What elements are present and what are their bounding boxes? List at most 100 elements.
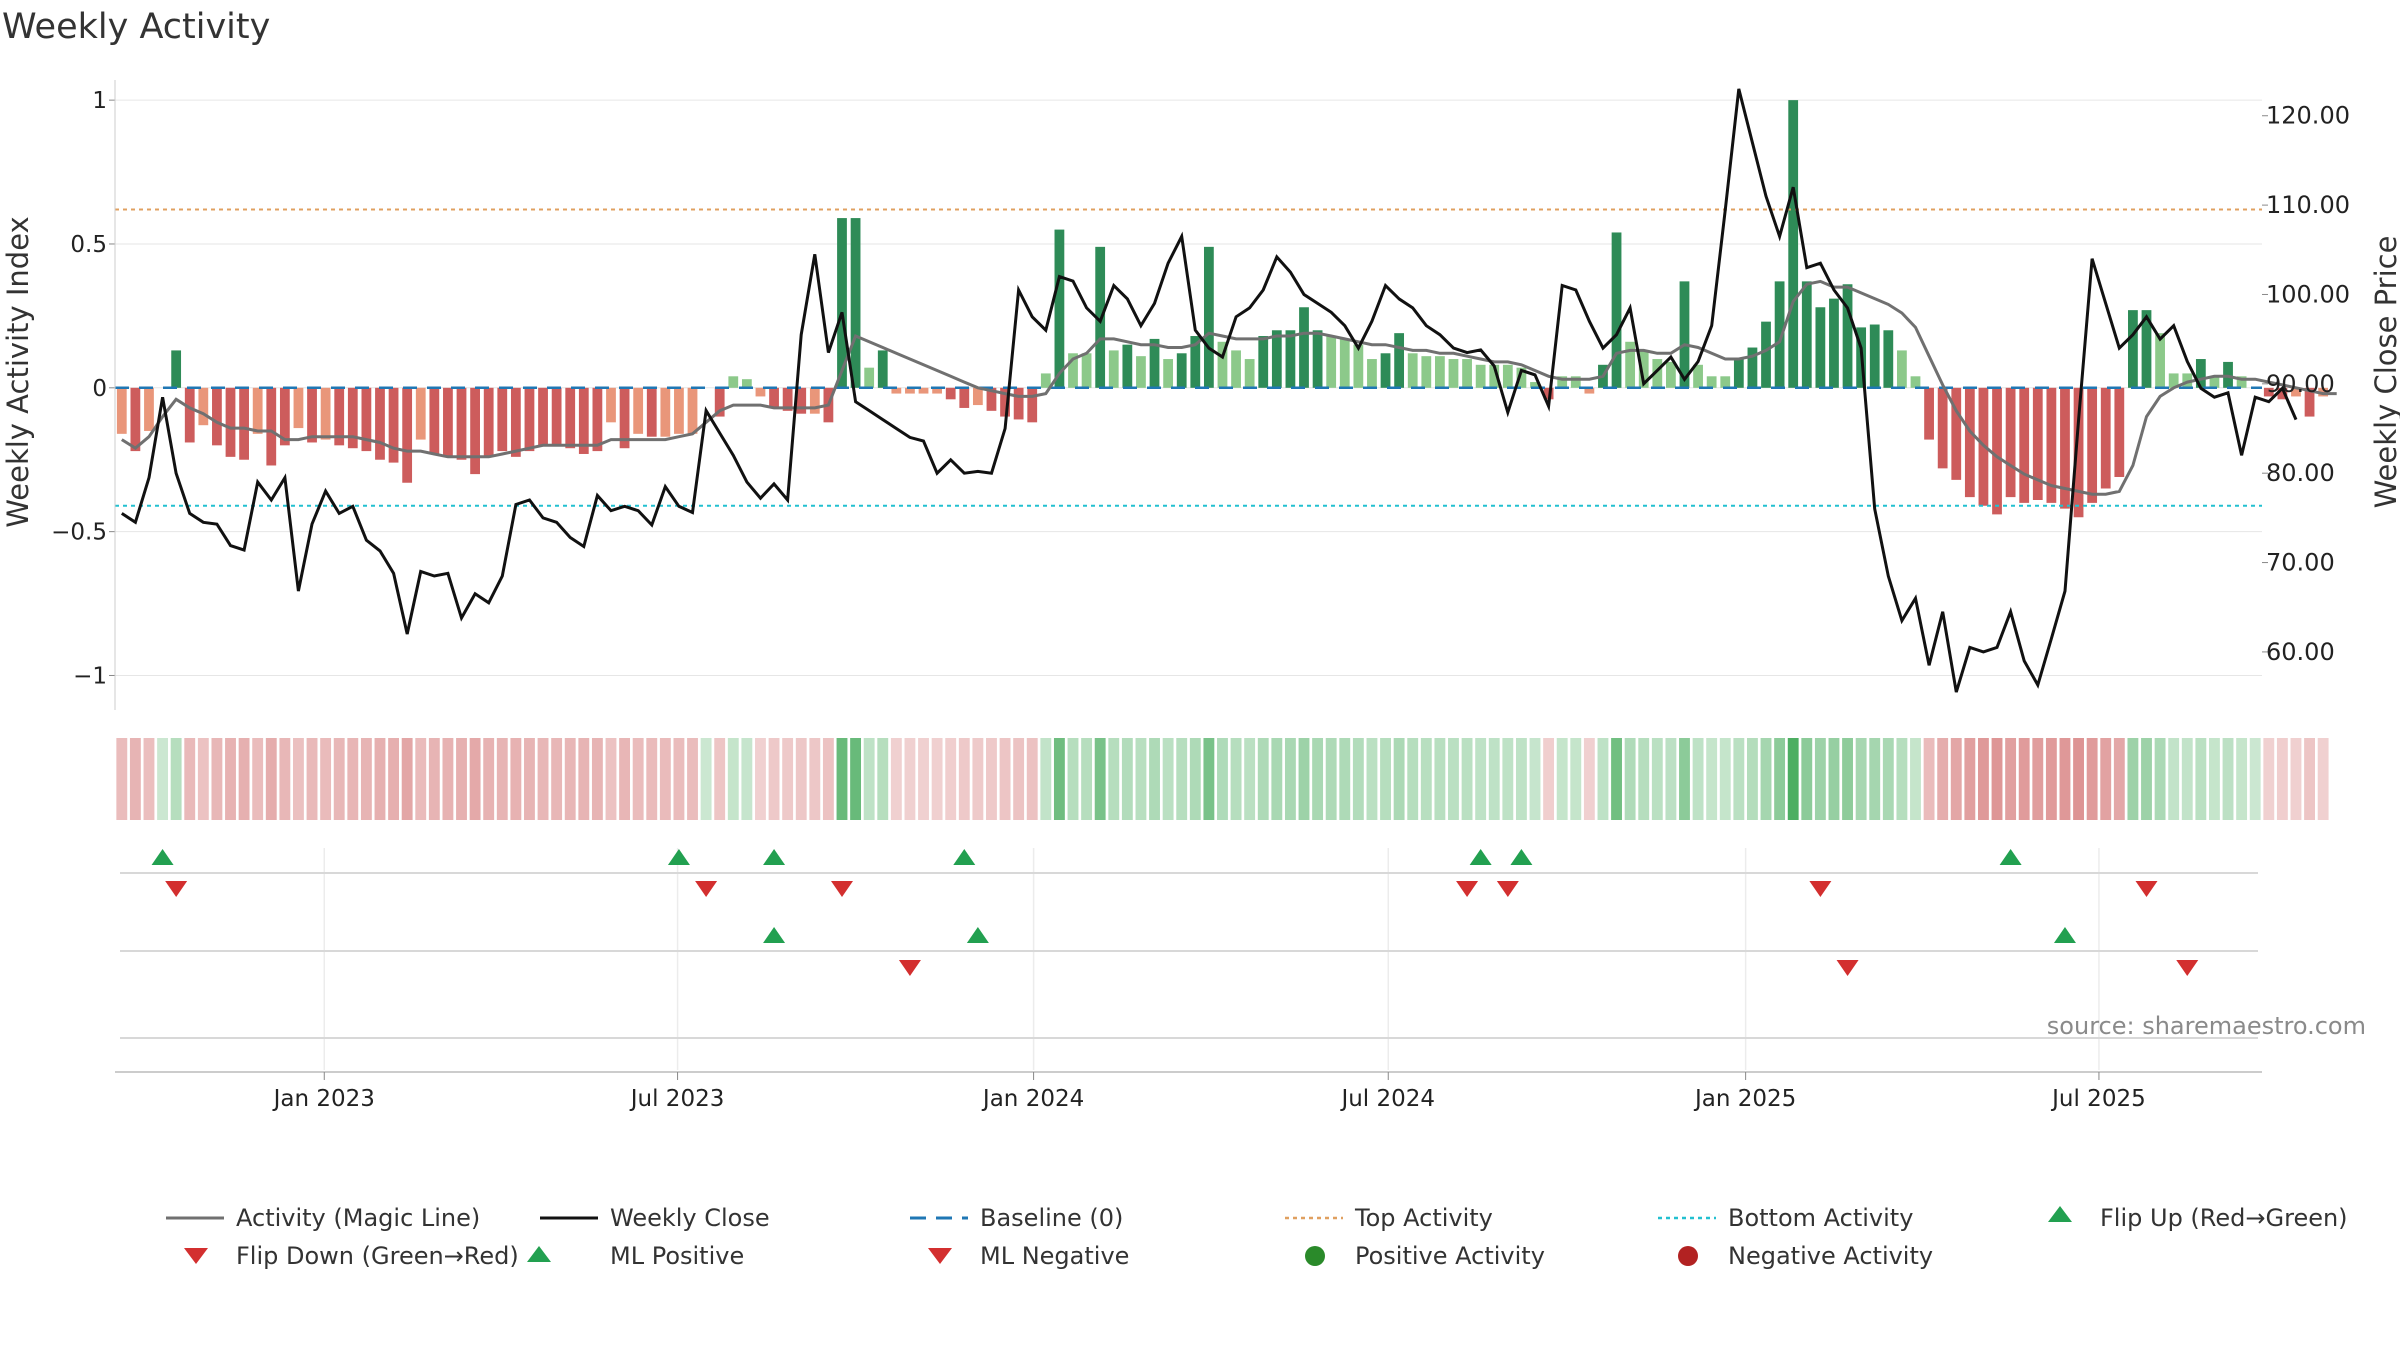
- heat-cell: [2168, 738, 2180, 820]
- activity-bar: [1815, 307, 1826, 388]
- activity-bar: [877, 350, 888, 388]
- activity-bar: [2263, 387, 2274, 397]
- activity-bar: [1883, 330, 1894, 388]
- heat-cell: [1719, 738, 1731, 820]
- flip-up-marker: [1999, 849, 2022, 865]
- legend-label: Activity (Magic Line): [236, 1204, 480, 1232]
- activity-bar: [130, 387, 141, 452]
- right-tick-label: 90.00: [2266, 370, 2335, 398]
- heat-cell: [1543, 738, 1555, 820]
- heat-cell: [428, 738, 440, 820]
- heat-cell: [238, 738, 250, 820]
- heat-cell: [1556, 738, 1568, 820]
- activity-bar: [1584, 387, 1595, 394]
- activity-bar: [782, 387, 793, 411]
- heat-cell: [401, 738, 413, 820]
- activity-bar: [510, 387, 521, 457]
- legend-label: ML Negative: [980, 1242, 1129, 1270]
- heat-cell: [2127, 738, 2139, 820]
- heat-cell: [850, 738, 862, 820]
- heat-cell: [2263, 738, 2275, 820]
- left-tick-label: 1: [92, 88, 107, 114]
- legend-label: Negative Activity: [1728, 1242, 1933, 1270]
- activity-bar: [891, 387, 902, 394]
- activity-bar: [986, 387, 997, 411]
- heat-cell: [2059, 738, 2071, 820]
- activity-bar: [1054, 229, 1065, 388]
- heat-cell: [1923, 738, 1935, 820]
- activity-bar: [171, 350, 182, 388]
- activity-bar: [959, 387, 970, 408]
- activity-bar: [375, 387, 385, 460]
- activity-bar: [674, 387, 684, 434]
- legend-label: Positive Activity: [1355, 1242, 1545, 1270]
- activity-bar: [1869, 324, 1880, 388]
- heat-cell: [483, 738, 495, 820]
- activity-bar: [2277, 387, 2288, 400]
- heat-cell: [1869, 738, 1881, 820]
- activity-bar: [551, 387, 562, 446]
- activity-bar: [1081, 353, 1092, 388]
- left-tick-label: 0: [92, 376, 107, 402]
- heat-cell: [1950, 738, 1962, 820]
- activity-bar: [1475, 364, 1486, 388]
- heat-cell: [456, 738, 467, 820]
- activity-bar: [1258, 336, 1269, 388]
- heat-cell: [768, 738, 780, 820]
- heat-cell: [1448, 738, 1459, 820]
- flip-up-marker: [763, 849, 786, 865]
- flip-up-marker: [953, 849, 976, 865]
- activity-bar: [1380, 353, 1391, 388]
- activity-bar: [578, 387, 589, 454]
- right-tick-label: 80.00: [2266, 459, 2335, 487]
- heat-cell: [782, 738, 794, 820]
- activity-bar: [864, 367, 875, 388]
- heat-cell: [2045, 738, 2057, 820]
- activity-bar: [1040, 373, 1051, 388]
- activity-bar: [2155, 333, 2165, 388]
- heat-cell: [1121, 738, 1133, 820]
- heat-cell: [1189, 738, 1201, 820]
- activity-bar: [2005, 387, 2016, 498]
- heat-cell: [1298, 738, 1310, 820]
- activity-bar: [1992, 387, 2002, 515]
- activity-bar: [755, 387, 766, 397]
- legend-swatch-positive-activity: [1305, 1246, 1325, 1266]
- legend-swatch-flip-down: [184, 1248, 208, 1264]
- activity-bar: [796, 387, 807, 414]
- activity-bar: [443, 387, 453, 457]
- heat-cell: [877, 738, 889, 820]
- heat-cell: [1611, 738, 1622, 820]
- heat-cell: [279, 738, 291, 820]
- activity-bar: [524, 387, 535, 452]
- x-tick-label: Jul 2024: [1339, 1086, 1435, 1112]
- heat-cell: [320, 738, 332, 820]
- heat-cell: [986, 738, 997, 820]
- activity-bar: [279, 387, 290, 446]
- heat-cell: [1352, 738, 1364, 820]
- heat-cell: [755, 738, 766, 820]
- activity-bar: [2209, 376, 2220, 388]
- activity-bar: [212, 387, 222, 446]
- heat-cell: [2100, 738, 2112, 820]
- activity-bar: [1829, 298, 1839, 388]
- heat-cell: [1502, 738, 1514, 820]
- activity-bar: [1516, 367, 1527, 388]
- activity-bar: [606, 387, 616, 423]
- activity-bar: [2060, 387, 2070, 509]
- legend-swatch-ml-negative: [928, 1248, 952, 1264]
- heat-cell: [1013, 738, 1025, 820]
- heat-cell: [1570, 738, 1582, 820]
- activity-bar: [1638, 350, 1649, 388]
- activity-bar: [1557, 376, 1568, 388]
- heat-cell: [1380, 738, 1391, 820]
- heat-cell: [1461, 738, 1473, 820]
- heat-cell: [2073, 738, 2084, 820]
- activity-bar: [619, 387, 630, 449]
- activity-bar: [2032, 387, 2043, 500]
- heat-cell: [1040, 738, 1052, 820]
- activity-bar: [415, 387, 426, 440]
- heat-cell: [714, 738, 726, 820]
- activity-bar: [1937, 387, 1948, 469]
- activity-bar: [1299, 307, 1309, 388]
